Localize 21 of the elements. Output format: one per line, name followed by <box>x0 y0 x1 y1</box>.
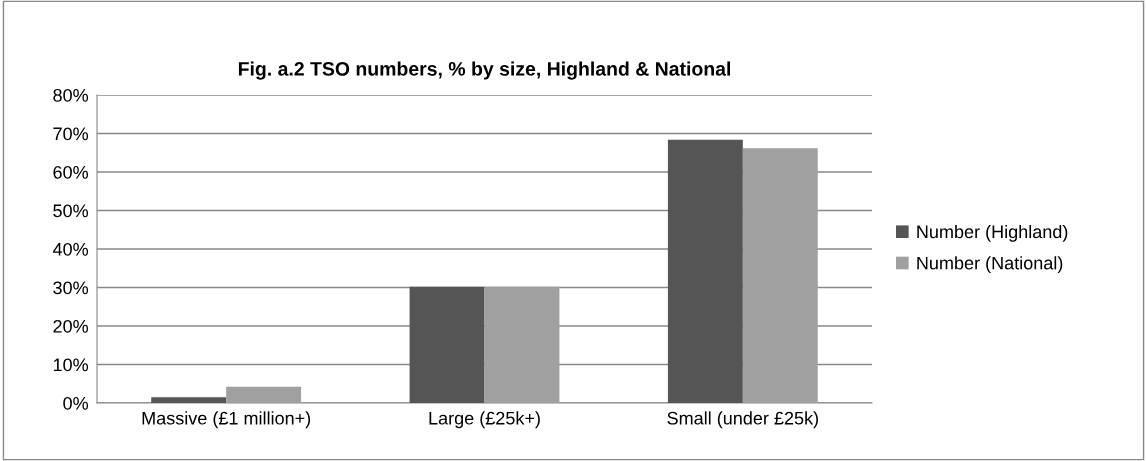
y-tick-label: 50% <box>53 204 89 218</box>
x-tick-label: Large (£25k+) <box>429 411 540 429</box>
legend-label: Number (Highland) <box>917 224 1068 242</box>
y-tick-label: 40% <box>52 242 89 256</box>
bar <box>226 386 302 403</box>
y-tick-label: 30% <box>53 281 89 295</box>
y-tick-label: 10% <box>53 358 89 372</box>
x-tick-label: Small (under £25k) <box>667 411 818 429</box>
y-tick-label: 80% <box>53 88 89 102</box>
chart-title: Fig. a.2 TSO numbers, % by size, Highland & National <box>238 61 731 80</box>
bar <box>409 286 485 403</box>
bar <box>742 148 818 403</box>
bar <box>151 397 227 403</box>
y-tick-label: 60% <box>53 165 89 179</box>
y-tick-label: 0% <box>63 396 89 410</box>
bar <box>667 139 743 403</box>
bar <box>484 286 560 403</box>
x-tick-label: Massive (£1 million+) <box>142 411 311 429</box>
y-tick-label: 20% <box>53 319 89 333</box>
legend-label: Number (National) <box>917 256 1063 274</box>
y-tick-label: 70% <box>53 127 89 141</box>
